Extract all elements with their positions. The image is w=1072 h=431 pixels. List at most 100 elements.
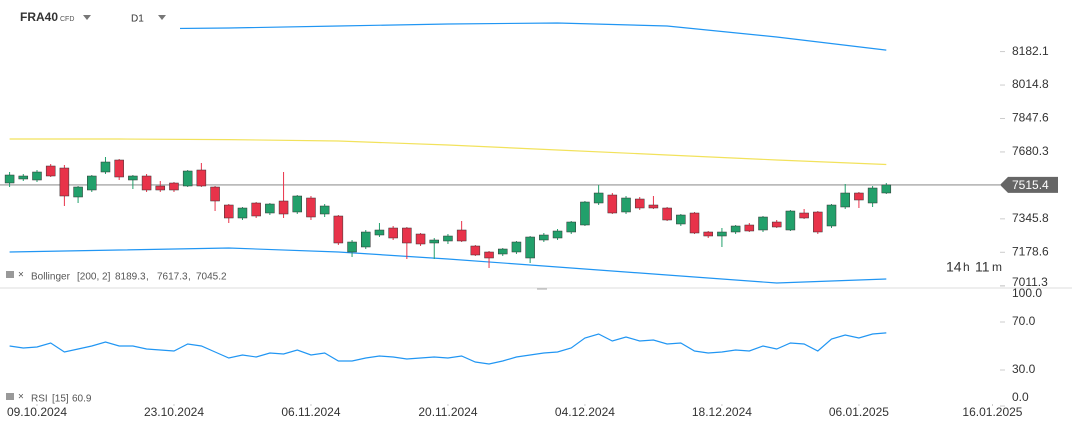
- candle-body: [169, 182, 179, 191]
- dropdown-arrow[interactable]: [158, 15, 166, 20]
- y-tick-label: 7011.3: [1012, 275, 1048, 289]
- candle-body: [429, 239, 439, 244]
- candle-body: [100, 161, 111, 173]
- candle-body: [539, 234, 549, 241]
- indicator-value: 8189.3: [115, 272, 146, 283]
- indicator-params: [200, 2]: [77, 272, 111, 283]
- separator: ,: [146, 272, 149, 283]
- header-bg: [0, 6, 180, 30]
- symbol[interactable]: FRA40: [20, 10, 58, 24]
- candle-body: [771, 221, 782, 228]
- candle-body: [251, 202, 261, 217]
- candle-body: [785, 210, 796, 231]
- candle-body: [607, 194, 618, 214]
- candle-body: [306, 197, 316, 218]
- indicator-name: Bollinger: [31, 272, 71, 283]
- candle-body: [813, 211, 823, 233]
- candle-body: [388, 227, 398, 239]
- y-tick-label: 7345.8: [1012, 211, 1049, 225]
- candle-body: [867, 187, 878, 204]
- x-tick-label: 09.10.2024: [7, 405, 67, 419]
- candle-body: [634, 198, 645, 209]
- candle-body: [676, 214, 686, 225]
- candle-body: [224, 204, 234, 219]
- candle-body: [881, 184, 892, 194]
- candle-body: [210, 186, 220, 202]
- candle-body: [648, 204, 659, 209]
- candle-body: [319, 205, 330, 215]
- candle-body: [59, 167, 70, 197]
- x-tick-label: 23.10.2024: [144, 405, 204, 419]
- dropdown-arrow[interactable]: [83, 15, 91, 20]
- price-label: 7515.4: [1012, 178, 1049, 192]
- candle-body: [265, 203, 275, 214]
- candle-body: [443, 235, 453, 242]
- candle-body: [662, 207, 672, 221]
- candle-body: [854, 192, 864, 201]
- candle-body: [374, 229, 385, 236]
- instrument-type: CFD: [60, 16, 74, 23]
- candle-body: [237, 207, 248, 219]
- x-tick-label: 18.12.2024: [692, 405, 752, 419]
- rsi-tick-label: 30.0: [1012, 362, 1036, 376]
- rsi-line: [9, 332, 887, 365]
- rsi-tick-label: 100.0: [1012, 286, 1042, 300]
- bollinger-lower: [9, 247, 887, 284]
- candle-body: [361, 231, 371, 248]
- x-tick-label: 06.11.2024: [281, 405, 340, 419]
- candle-body: [552, 230, 563, 239]
- indicator-name: RSI: [31, 394, 48, 405]
- plot: 8182.1 8014.8 7847.6 7680.3 7345.8 7178.6 7011…: [0, 22, 1058, 419]
- bollinger-middle: [9, 138, 887, 166]
- candle-body: [744, 224, 755, 232]
- candle-body: [18, 175, 29, 180]
- candle-body: [128, 175, 138, 181]
- candle-body: [484, 251, 494, 259]
- indicator-value: 7617.3: [157, 272, 188, 283]
- candle-body: [566, 221, 576, 233]
- indicator-value: 60.9: [72, 394, 92, 405]
- candle-body: [593, 192, 604, 204]
- candle-body: [182, 170, 193, 187]
- candle-body: [32, 171, 42, 181]
- candle-body: [4, 174, 15, 184]
- price-label-bg: [1000, 176, 1058, 193]
- candle-body: [826, 204, 837, 227]
- y-tick-label: 7680.3: [1012, 144, 1049, 158]
- candle-body: [196, 169, 207, 187]
- indicator-params: [15]: [52, 394, 69, 405]
- y-tick-label: 7847.6: [1012, 111, 1049, 125]
- candle-body: [840, 192, 850, 208]
- indicator-icon[interactable]: [6, 271, 14, 278]
- y-tick-label: 8014.8: [1012, 77, 1049, 91]
- candle-body: [402, 227, 412, 244]
- rsi-tick-label: 0.0: [1012, 390, 1029, 404]
- candle-body: [730, 225, 741, 233]
- candle-body: [73, 186, 83, 198]
- candle-body: [114, 159, 124, 178]
- candle-body: [717, 231, 727, 237]
- indicator-value: 7045.2: [196, 272, 227, 283]
- rsi-tick-label: 70.0: [1012, 314, 1036, 328]
- candle-body: [580, 201, 590, 226]
- close-icon[interactable]: ×: [18, 270, 24, 281]
- close-icon[interactable]: ×: [18, 392, 24, 403]
- countdown: 14 h 11 m: [946, 259, 1002, 275]
- candle-body: [497, 248, 508, 255]
- y-tick-label: 7178.6: [1012, 244, 1049, 258]
- countdown-value: 14: [946, 259, 962, 275]
- candle-body: [758, 216, 768, 231]
- candle-body: [347, 241, 357, 253]
- indicator-icon[interactable]: [6, 393, 14, 400]
- candle-body: [141, 175, 152, 191]
- candle-body: [703, 231, 713, 237]
- candle-body: [470, 245, 481, 256]
- candle-body: [415, 233, 426, 245]
- candle-body: [689, 212, 700, 234]
- y-tick-label: 8182.1: [1012, 44, 1049, 58]
- x-tick-label: 20.11.2024: [418, 405, 477, 419]
- candle-body: [278, 200, 289, 215]
- countdown-unit: h: [963, 260, 970, 274]
- timeframe[interactable]: D1: [131, 14, 144, 25]
